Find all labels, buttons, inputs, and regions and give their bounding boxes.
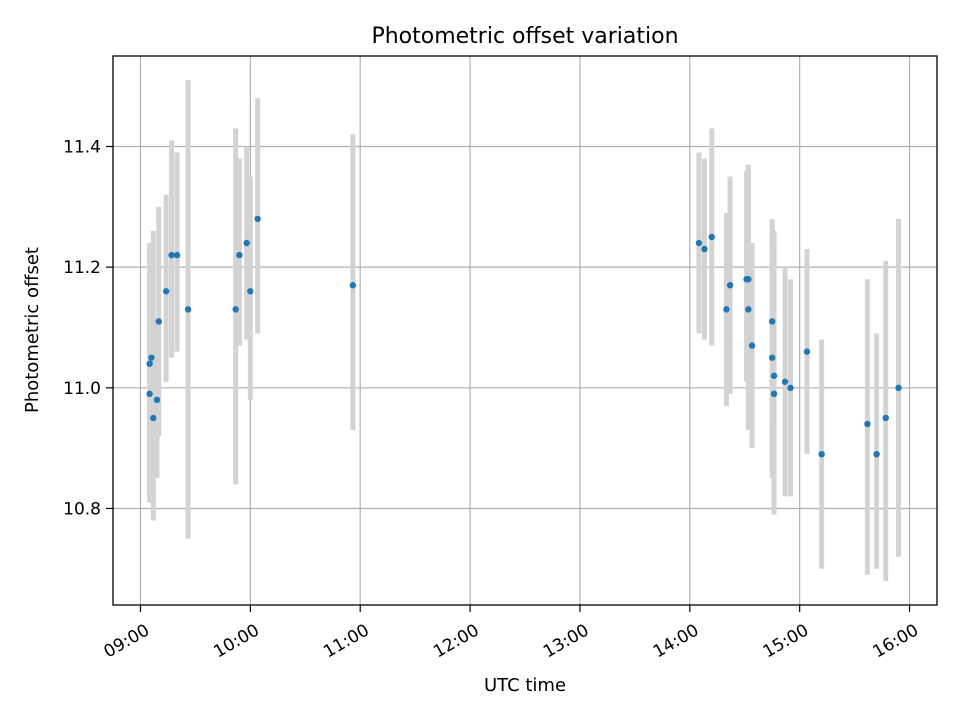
data-point — [708, 233, 715, 241]
data-point — [247, 288, 254, 295]
chart-title: Photometric offset variation — [371, 24, 678, 49]
y-tick-label: 11.0 — [63, 379, 101, 399]
data-point — [769, 318, 776, 325]
data-point — [146, 360, 153, 367]
data-point — [701, 245, 708, 253]
y-axis-label: Photometric offset — [22, 247, 43, 413]
data-point — [748, 342, 756, 349]
data-point — [695, 239, 703, 247]
data-point — [769, 354, 776, 361]
data-point — [153, 396, 161, 404]
data-point — [745, 306, 752, 313]
data-point — [243, 239, 250, 247]
data-point — [162, 288, 170, 295]
data-point — [787, 384, 794, 392]
y-tick-label: 11.2 — [63, 258, 101, 278]
data-point — [781, 378, 789, 385]
y-tick-label: 11.4 — [63, 137, 101, 157]
data-point — [803, 348, 811, 355]
data-point — [168, 251, 175, 259]
y-axis-ticks: 10.8 11.0 11.2 11.4 — [63, 137, 113, 519]
y-tick-label: 10.8 — [63, 499, 101, 519]
x-axis-label: UTC time — [484, 675, 566, 696]
data-point — [349, 282, 357, 289]
data-point — [236, 251, 243, 259]
data-point — [770, 390, 778, 398]
data-point — [882, 414, 889, 422]
data-point — [770, 372, 778, 379]
data-point — [155, 318, 162, 325]
data-point — [723, 306, 730, 313]
data-point — [745, 276, 752, 283]
data-point — [726, 282, 734, 289]
data-point — [864, 420, 871, 428]
data-points — [146, 215, 902, 458]
plot-frame — [112, 55, 938, 606]
data-point — [254, 215, 261, 223]
data-point — [895, 384, 902, 392]
data-point — [146, 390, 153, 398]
data-point — [148, 354, 155, 361]
data-point — [184, 306, 192, 313]
data-point — [173, 251, 181, 259]
data-point — [873, 450, 880, 458]
data-point — [818, 450, 825, 458]
data-point — [232, 306, 239, 313]
data-point — [150, 414, 157, 422]
